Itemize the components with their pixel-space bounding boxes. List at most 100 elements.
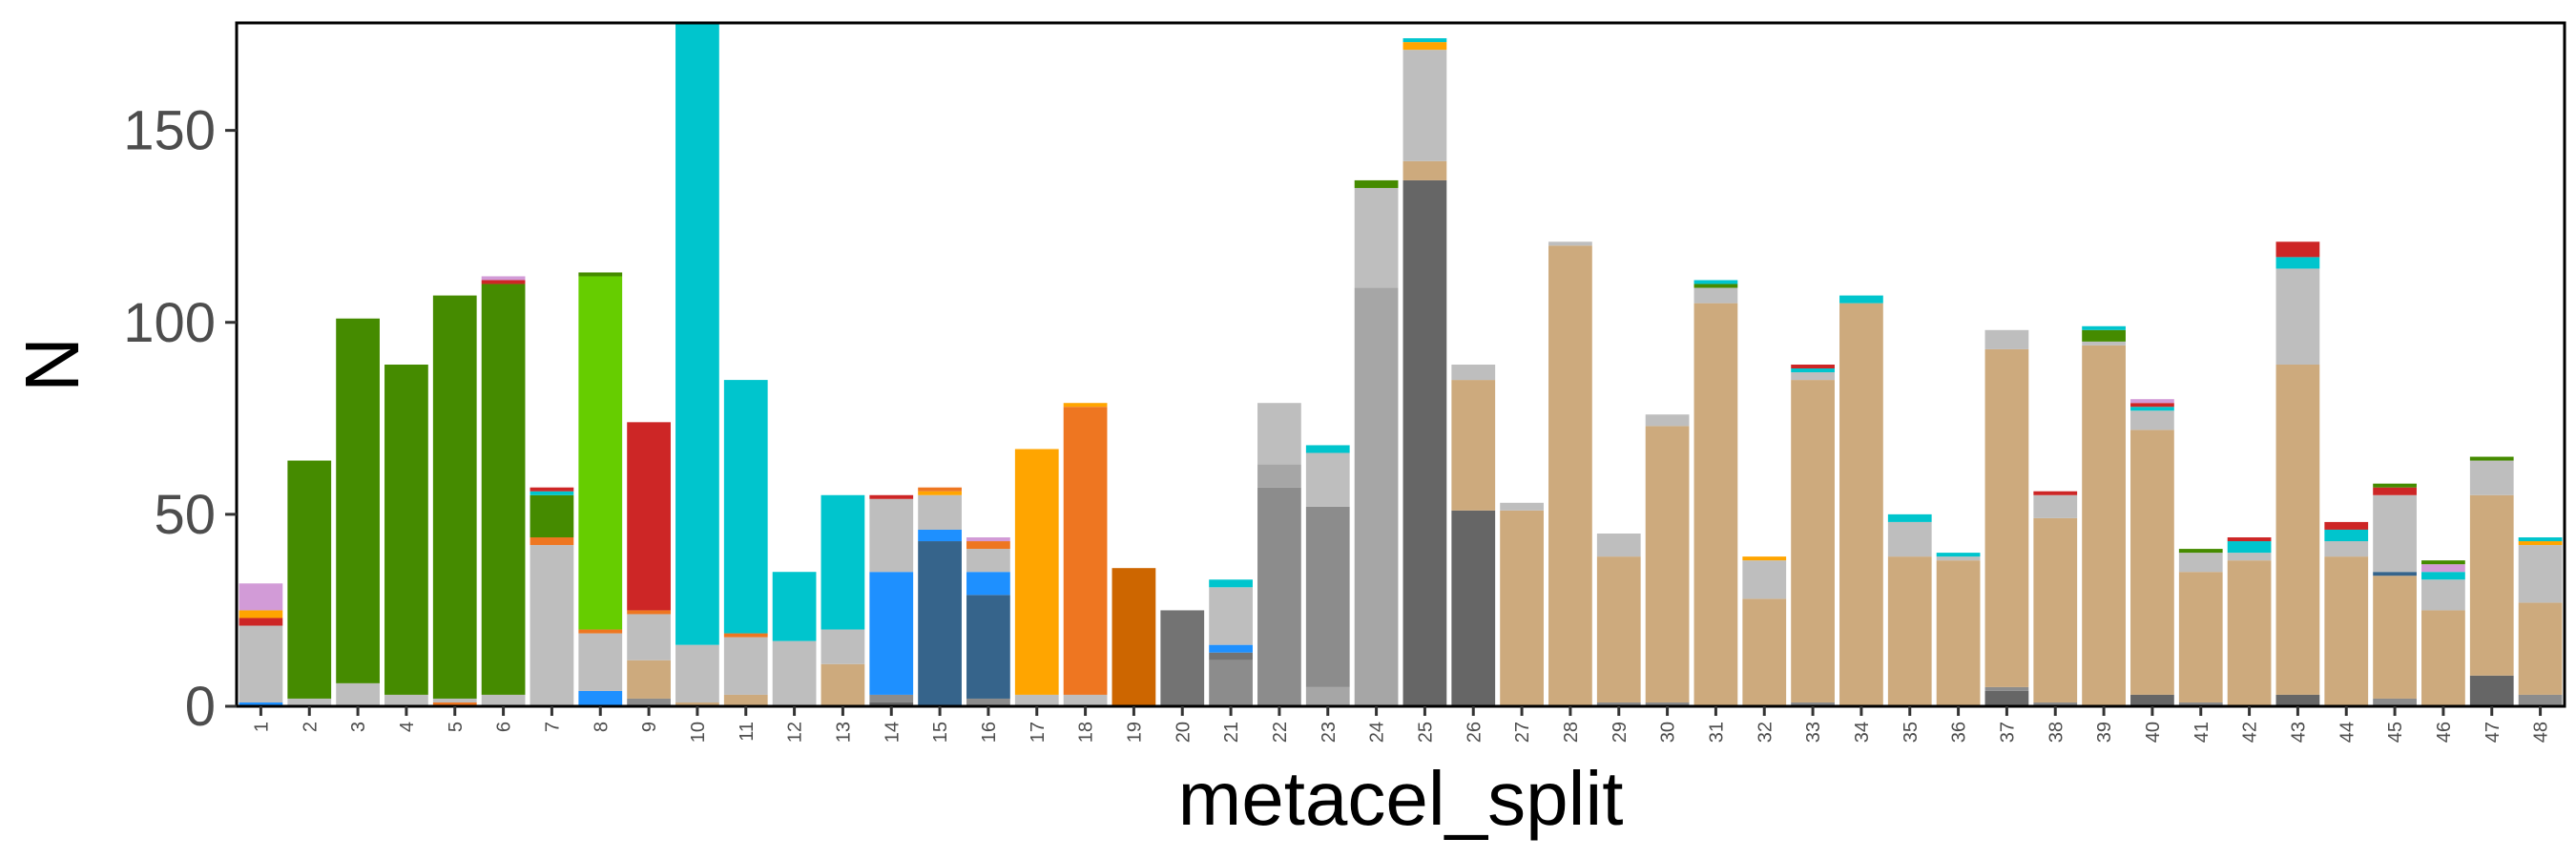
y-axis: 0 50 100 150 [123,100,237,738]
bar-segment-33-red [1791,365,1835,369]
bar-segment-35-silver [1887,521,1932,557]
bar-segment-22-gray65 [1257,464,1301,488]
bar-segment-40-gray40 [2130,694,2174,706]
x-tick-label-16: 16 [979,722,1000,743]
x-tick-label-33: 33 [1803,722,1824,743]
bar-segment-16-gray55 [966,698,1010,706]
bar-segment-13-tan [821,663,865,706]
bar-segment-10-silver [675,644,719,702]
bar-segment-25-silver [1402,50,1447,161]
bar-segment-46-darkgreen [2421,560,2465,565]
bar-segment-34-cyan [1839,295,1883,304]
bar-segment-10-cyan [675,23,719,645]
x-tick-label-42: 42 [2240,722,2261,743]
x-tick-label-10: 10 [688,722,709,743]
bar-segment-6-red [481,280,526,284]
bar-segment-23-gray65 [1305,686,1350,706]
bar-segment-14-red [869,494,914,499]
bar-segment-41-tan [2178,572,2223,702]
bar-segment-37-gray55 [1984,686,2029,691]
bar-segment-8-darkgreen [578,272,623,277]
x-tick-label-47: 47 [2483,722,2503,743]
bar-segment-46-tan [2421,610,2465,706]
x-tick-label-11: 11 [737,722,758,742]
x-tick-label-15: 15 [930,722,951,743]
bar-segment-15-darkorange [918,487,962,492]
bar-segment-5-silver [432,698,477,702]
bar-segment-21-cyan [1209,579,1253,588]
bar-segment-45-tan [2373,576,2417,699]
bar-segment-43-tan [2275,365,2320,695]
x-tick-label-17: 17 [1028,722,1049,743]
bar-segment-29-silver [1596,533,1641,557]
bar-segment-26-gray40 [1451,510,1496,706]
y-tick-label-0: 0 [185,676,216,738]
y-tick-label-150: 150 [123,100,216,162]
panel-border [235,21,2566,708]
bar-segment-41-darkgreen [2178,549,2223,554]
bar-segment-8-green [578,276,623,630]
bar-segment-40-orchid [2130,399,2174,404]
bar-segment-14-silver [869,498,914,573]
bar-segment-42-tan [2227,560,2272,706]
x-tick-label-21: 21 [1221,722,1242,743]
bar-segment-16-darkorange [966,541,1010,550]
bar-segment-21-silver [1209,587,1253,645]
bar-segment-16-orchid [966,537,1010,542]
x-tick-label-19: 19 [1124,722,1145,743]
bar-segment-22-silver [1257,403,1301,465]
bar-segment-48-orange [2518,541,2563,546]
bar-segment-13-silver [821,629,865,664]
bar-segment-43-cyan [2275,257,2320,269]
x-tick-label-39: 39 [2094,722,2115,743]
bar-segment-21-gray45 [1209,652,1253,660]
x-tick-label-12: 12 [785,722,806,743]
bar-segment-1-orange [239,610,283,618]
x-axis-title: metacel_split [1178,756,1624,841]
bar-segment-31-tan [1693,303,1738,706]
bar-segment-17-orange [1014,449,1059,695]
bar-segment-43-gray40 [2275,694,2320,706]
bar-segment-8-silver [578,633,623,691]
bar-segment-18-darkorange [1063,407,1108,695]
bar-segment-14-gray55 [869,694,914,702]
bar-segment-29-gray55 [1596,702,1641,706]
bar-segment-37-gray40 [1984,690,2029,706]
bar-segment-45-darkgreen [2373,483,2417,488]
x-axis: 1 2 3 4 5 6 7 8 9 10 11 12 13 14 15 16 17 18 19 20 21 22 23 24 2… [251,706,2552,743]
x-tick-label-7: 7 [542,722,563,732]
bar-segment-24-gray65 [1354,287,1399,706]
bar-segment-36-tan [1936,560,1981,706]
x-tick-label-41: 41 [2192,722,2212,743]
bar-segment-1-silver [239,625,283,702]
bar-segment-34-tan [1839,303,1883,706]
bar-segment-31-cyan [1693,280,1738,284]
bar-segment-12-silver [772,640,817,706]
bar-segment-23-gray55 [1305,506,1350,687]
bar-segment-43-silver [2275,268,2320,365]
bar-segment-13-cyan [821,494,865,630]
x-tick-label-31: 31 [1706,722,1727,743]
bar-segment-18-orange [1063,403,1108,408]
bar-segment-48-silver [2518,545,2563,603]
bar-segment-47-tan [2469,494,2514,676]
bar-segment-45-silver [2373,494,2417,573]
bar-segment-33-cyan [1791,368,1835,373]
x-tick-label-30: 30 [1658,722,1679,743]
bar-segment-28-silver [1548,241,1592,246]
bar-segment-39-tan [2082,345,2126,706]
bar-segment-46-orchid [2421,564,2465,573]
bar-segment-6-orchid [481,276,526,281]
bar-segment-9-gray55 [627,698,671,706]
x-tick-label-38: 38 [2046,722,2067,743]
bar-segment-32-silver [1742,560,1787,599]
x-tick-label-20: 20 [1173,722,1194,743]
bar-segment-37-tan [1984,348,2029,687]
bar-segment-1-red [239,618,283,626]
x-tick-label-29: 29 [1610,722,1631,743]
bar-segment-6-silver [481,694,526,706]
bar-segment-2-darkgreen [287,460,332,699]
bar-segment-33-tan [1791,380,1835,702]
y-tick-label-100: 100 [123,292,216,354]
x-tick-label-4: 4 [397,722,418,732]
